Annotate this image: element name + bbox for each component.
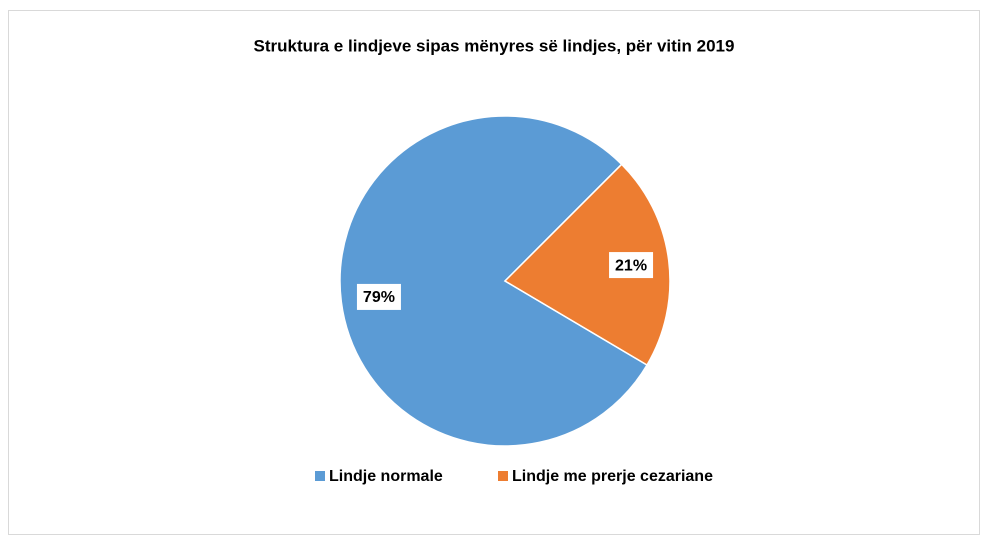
chart-title: Struktura e lindjeve sipas mënyres së li…: [254, 36, 735, 55]
pie-slice: [339, 115, 649, 447]
legend-swatch: [498, 471, 508, 481]
data-label: 79%: [363, 289, 395, 306]
data-label-bg: [609, 252, 654, 279]
data-label-bg: [356, 283, 401, 310]
legend-label: Lindje normale: [329, 468, 443, 485]
legend-label: Lindje me prerje cezariane: [512, 468, 713, 485]
legend-swatch: [315, 471, 325, 481]
pie-slice: [503, 163, 671, 367]
data-label: 21%: [615, 257, 647, 274]
